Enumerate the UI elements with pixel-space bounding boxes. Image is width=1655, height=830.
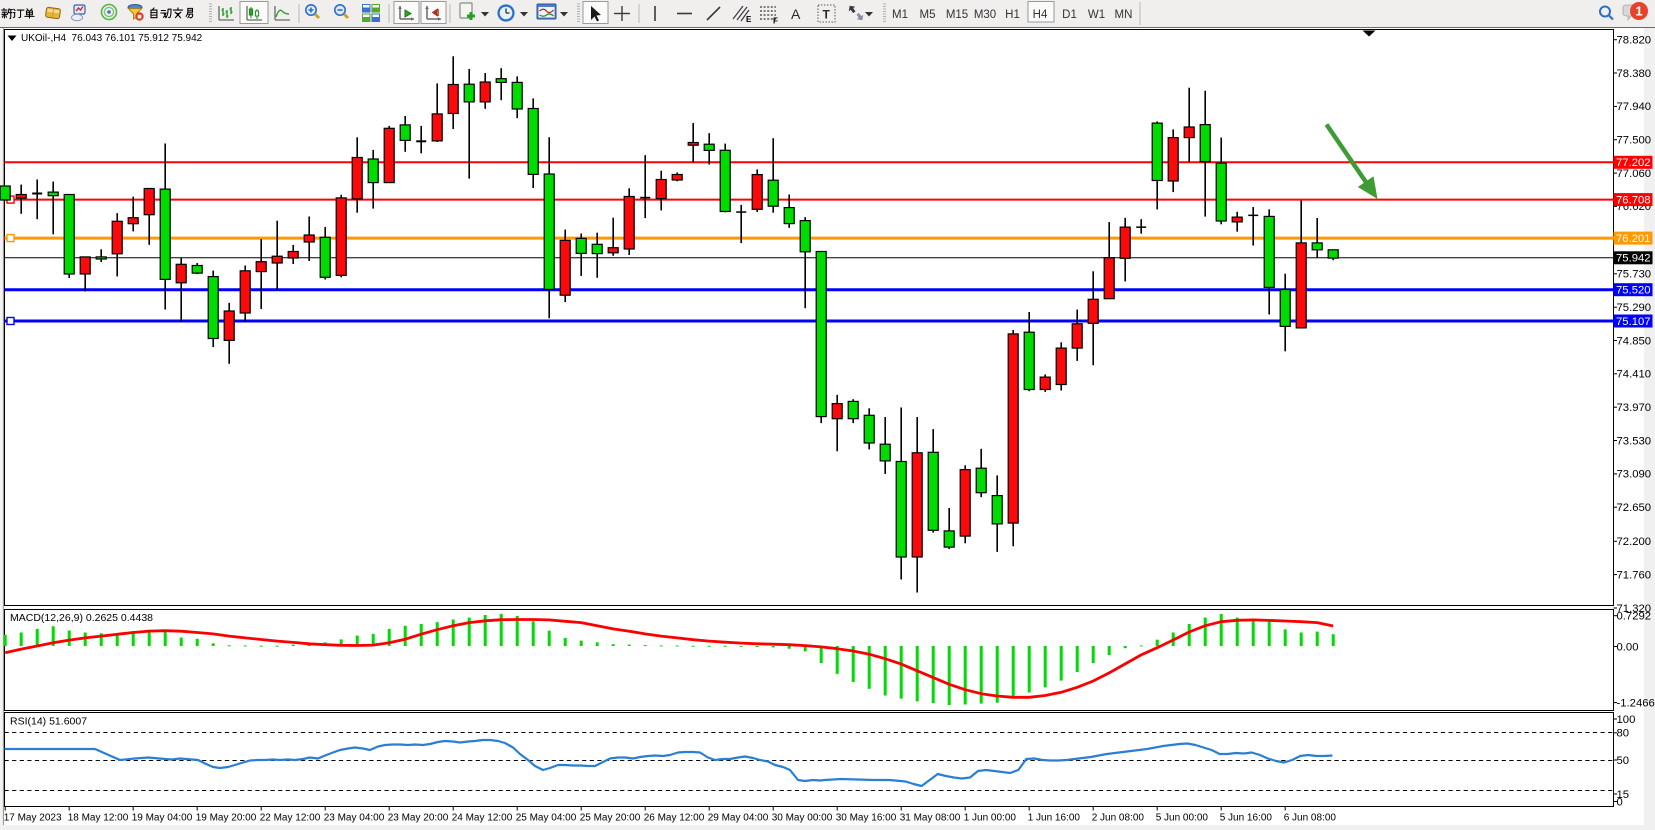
svg-text:1 Jun 00:00: 1 Jun 00:00	[964, 813, 1017, 824]
svg-text:80: 80	[1617, 728, 1630, 740]
svg-text:17 May 2023: 17 May 2023	[4, 813, 62, 824]
svg-text:1: 1	[1635, 4, 1642, 19]
svg-text:19 May 04:00: 19 May 04:00	[132, 813, 193, 824]
svg-text:E: E	[746, 15, 752, 24]
svg-text:H4: H4	[1033, 9, 1048, 21]
svg-text:76.708: 76.708	[1616, 194, 1651, 206]
svg-text:22 May 12:00: 22 May 12:00	[260, 813, 321, 824]
svg-text:29 May 04:00: 29 May 04:00	[708, 813, 769, 824]
svg-text:23 May 04:00: 23 May 04:00	[324, 813, 385, 824]
svg-text:24 May 12:00: 24 May 12:00	[452, 813, 513, 824]
svg-text:75.520: 75.520	[1616, 285, 1651, 297]
svg-text:15: 15	[1617, 789, 1630, 801]
svg-text:71.320: 71.320	[1617, 603, 1652, 615]
svg-text:2 Jun 08:00: 2 Jun 08:00	[1092, 813, 1145, 824]
svg-text:T: T	[823, 8, 831, 22]
svg-text:F: F	[773, 17, 778, 26]
svg-text:75.942: 75.942	[1616, 253, 1651, 265]
svg-text:UKOil-,H4 76.043 76.101 75.91: UKOil-,H4 76.043 76.101 75.912 75.942	[21, 33, 203, 44]
svg-text:D1: D1	[1062, 9, 1077, 21]
svg-text:72.200: 72.200	[1617, 536, 1652, 548]
svg-text:M30: M30	[974, 9, 996, 21]
svg-text:RSI(14) 51.6007: RSI(14) 51.6007	[10, 716, 87, 728]
svg-text:MN: MN	[1115, 9, 1133, 21]
svg-text:5 Jun 00:00: 5 Jun 00:00	[1156, 813, 1209, 824]
svg-text:71.760: 71.760	[1617, 569, 1652, 581]
svg-text:0.7292: 0.7292	[1617, 611, 1652, 623]
svg-text:6 Jun 08:00: 6 Jun 08:00	[1284, 813, 1337, 824]
svg-text:78.380: 78.380	[1617, 68, 1652, 80]
svg-text:25 May 20:00: 25 May 20:00	[580, 813, 641, 824]
svg-text:30 May 16:00: 30 May 16:00	[836, 813, 897, 824]
svg-text:26 May 12:00: 26 May 12:00	[644, 813, 705, 824]
svg-text:M15: M15	[946, 9, 968, 21]
svg-text:77.060: 77.060	[1617, 168, 1652, 180]
svg-text:30 May 00:00: 30 May 00:00	[772, 813, 833, 824]
svg-text:19 May 20:00: 19 May 20:00	[196, 813, 257, 824]
svg-text:25 May 04:00: 25 May 04:00	[516, 813, 577, 824]
svg-text:73.530: 73.530	[1617, 435, 1652, 447]
svg-text:77.500: 77.500	[1617, 135, 1652, 147]
svg-text:0: 0	[1617, 796, 1623, 808]
svg-text:23 May 20:00: 23 May 20:00	[388, 813, 449, 824]
svg-text:50: 50	[1617, 755, 1630, 767]
svg-text:72.650: 72.650	[1617, 502, 1652, 514]
svg-text:-1.2466: -1.2466	[1617, 697, 1655, 709]
svg-text:75.730: 75.730	[1617, 269, 1652, 281]
svg-text:73.090: 73.090	[1617, 469, 1652, 481]
svg-text:A: A	[791, 6, 801, 22]
svg-text:75.290: 75.290	[1617, 302, 1652, 314]
svg-text:74.850: 74.850	[1617, 335, 1652, 347]
svg-text:M5: M5	[920, 9, 936, 21]
svg-text:73.970: 73.970	[1617, 402, 1652, 414]
svg-text:31 May 08:00: 31 May 08:00	[900, 813, 961, 824]
svg-text:77.940: 77.940	[1617, 101, 1652, 113]
svg-text:H1: H1	[1005, 9, 1020, 21]
svg-text:18 May 12:00: 18 May 12:00	[68, 813, 129, 824]
svg-text:MACD(12,26,9) 0.2625 0.4438: MACD(12,26,9) 0.2625 0.4438	[10, 612, 153, 624]
svg-text:77.202: 77.202	[1616, 157, 1651, 169]
svg-text:1 Jun 16:00: 1 Jun 16:00	[1028, 813, 1081, 824]
svg-text:0.00: 0.00	[1617, 641, 1639, 653]
svg-text:W1: W1	[1088, 9, 1105, 21]
svg-text:5 Jun 16:00: 5 Jun 16:00	[1220, 813, 1273, 824]
svg-text:M1: M1	[892, 9, 908, 21]
svg-text:75.107: 75.107	[1616, 316, 1651, 328]
svg-text:78.820: 78.820	[1617, 35, 1652, 47]
svg-text:100: 100	[1617, 714, 1636, 726]
svg-text:74.410: 74.410	[1617, 369, 1652, 381]
svg-text:76.201: 76.201	[1616, 233, 1651, 245]
